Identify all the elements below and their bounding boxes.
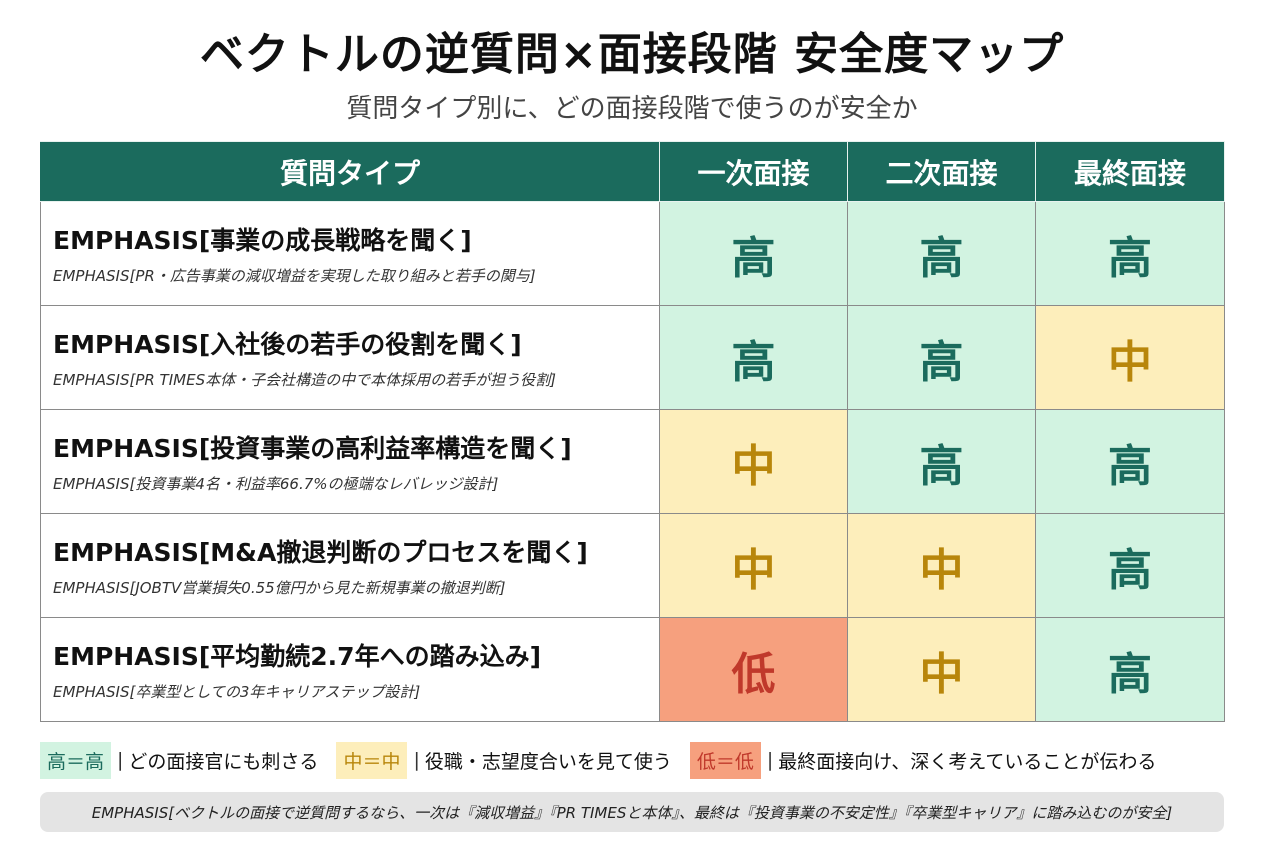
- legend-badge-low: 低＝低: [689, 741, 761, 779]
- rating-final-interview: 中: [1035, 305, 1225, 410]
- question-title: EMPHASIS[入社後の若手の役割を聞く]: [53, 330, 522, 359]
- page-subtitle: 質問タイプ別に、どの面接段階で使うのが安全か: [346, 94, 918, 124]
- legend-separator: |: [413, 749, 420, 771]
- rating-first-interview: 中: [659, 513, 848, 618]
- table-header-row: 質問タイプ 一次面接 二次面接 最終面接: [40, 141, 1225, 202]
- rating-second-interview: 高: [847, 409, 1036, 514]
- page-title: ベクトルの逆質問×面接段階 安全度マップ: [199, 29, 1065, 80]
- rating-final-interview: 高: [1035, 201, 1225, 306]
- legend-text-low: 最終面接向け、深く考えていることが伝わる: [778, 750, 1157, 773]
- question-title: EMPHASIS[M&A撤退判断のプロセスを聞く]: [53, 538, 588, 567]
- header-final-interview: 最終面接: [1035, 141, 1225, 202]
- rating-first-interview: 高: [659, 305, 848, 410]
- rating-final-interview: 高: [1035, 617, 1225, 722]
- legend: 高＝高 | どの面接官にも刺さる 中＝中 | 役職・志望度合いを見て使う 低＝低…: [40, 741, 1224, 779]
- legend-text-high: どの面接官にも刺さる: [128, 750, 319, 773]
- header-second-interview: 二次面接: [847, 141, 1036, 202]
- question-cell: EMPHASIS[M&A撤退判断のプロセスを聞く] EMPHASIS[JOBTV…: [40, 513, 660, 618]
- rating-second-interview: 高: [847, 305, 1036, 410]
- question-cell: EMPHASIS[事業の成長戦略を聞く] EMPHASIS[PR・広告事業の減収…: [40, 201, 660, 306]
- question-subtitle: EMPHASIS[PR TIMES本体・子会社構造の中で本体採用の若手が担う役割…: [53, 371, 556, 389]
- rating-first-interview: 高: [659, 201, 848, 306]
- header-first-interview: 一次面接: [659, 141, 848, 202]
- legend-text-mid: 役職・志望度合いを見て使う: [424, 750, 672, 773]
- table-row: EMPHASIS[事業の成長戦略を聞く] EMPHASIS[PR・広告事業の減収…: [40, 201, 1225, 306]
- safety-matrix-table: 質問タイプ 一次面接 二次面接 最終面接 EMPHASIS[事業の成長戦略を聞く…: [40, 141, 1225, 722]
- table-row: EMPHASIS[入社後の若手の役割を聞く] EMPHASIS[PR TIMES…: [40, 305, 1225, 410]
- rating-first-interview: 低: [659, 617, 848, 722]
- question-subtitle: EMPHASIS[投資事業4名・利益率66.7%の極端なレバレッジ設計]: [53, 475, 499, 493]
- rating-second-interview: 高: [847, 201, 1036, 306]
- rating-first-interview: 中: [659, 409, 848, 514]
- legend-separator: |: [117, 749, 124, 771]
- table-row: EMPHASIS[M&A撤退判断のプロセスを聞く] EMPHASIS[JOBTV…: [40, 513, 1225, 618]
- rating-second-interview: 中: [847, 513, 1036, 618]
- question-cell: EMPHASIS[投資事業の高利益率構造を聞く] EMPHASIS[投資事業4名…: [40, 409, 660, 514]
- rating-final-interview: 高: [1035, 513, 1225, 618]
- question-title: EMPHASIS[事業の成長戦略を聞く]: [53, 226, 472, 255]
- question-cell: EMPHASIS[入社後の若手の役割を聞く] EMPHASIS[PR TIMES…: [40, 305, 660, 410]
- rating-second-interview: 中: [847, 617, 1036, 722]
- legend-separator: |: [766, 749, 774, 771]
- question-title: EMPHASIS[平均勤続2.7年への踏み込み]: [53, 642, 542, 671]
- question-subtitle: EMPHASIS[PR・広告事業の減収増益を実現した取り組みと若手の関与]: [53, 267, 536, 285]
- rating-final-interview: 高: [1035, 409, 1225, 514]
- question-title: EMPHASIS[投資事業の高利益率構造を聞く]: [53, 434, 572, 463]
- legend-badge-high: 高＝高: [40, 741, 112, 779]
- table-row: EMPHASIS[投資事業の高利益率構造を聞く] EMPHASIS[投資事業4名…: [40, 409, 1225, 514]
- footer-note: EMPHASIS[ベクトルの面接で逆質問するなら、一次は『減収増益』『PR TI…: [40, 792, 1224, 832]
- table-row: EMPHASIS[平均勤続2.7年への踏み込み] EMPHASIS[卒業型として…: [40, 617, 1225, 722]
- question-subtitle: EMPHASIS[卒業型としての3年キャリアステップ設計]: [53, 683, 421, 701]
- legend-badge-mid: 中＝中: [336, 741, 408, 779]
- question-subtitle: EMPHASIS[JOBTV営業損失0.55億円から見た新規事業の撤退判断]: [53, 579, 506, 597]
- header-question-type: 質問タイプ: [40, 141, 660, 202]
- question-cell: EMPHASIS[平均勤続2.7年への踏み込み] EMPHASIS[卒業型として…: [40, 617, 660, 722]
